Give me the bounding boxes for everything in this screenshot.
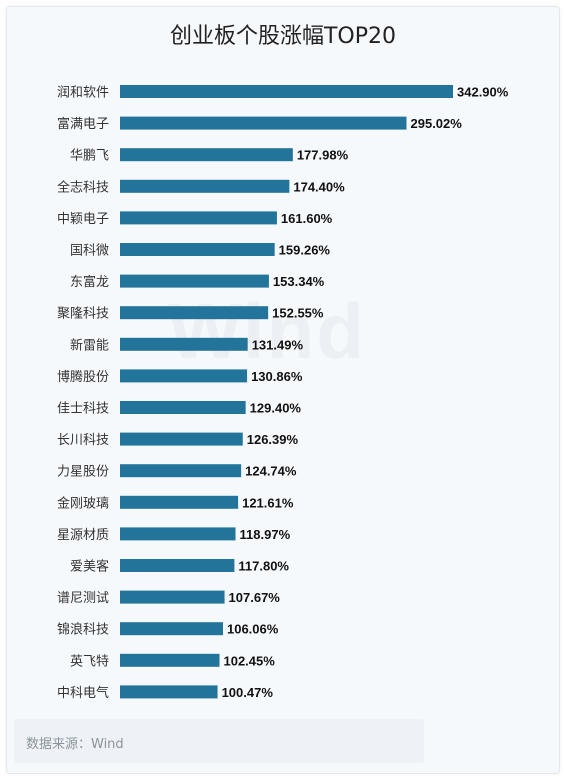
bar xyxy=(120,527,236,541)
bar xyxy=(120,590,225,604)
bar xyxy=(120,685,218,699)
source-box xyxy=(14,719,424,763)
bar xyxy=(120,369,248,383)
category-label: 博腾股份 xyxy=(57,369,109,385)
bar xyxy=(120,495,239,509)
category-label: 东富龙 xyxy=(70,274,109,290)
value-label: 106.06% xyxy=(227,622,279,637)
bar xyxy=(120,464,242,478)
value-label: 174.40% xyxy=(293,179,345,194)
bar xyxy=(120,211,277,225)
category-label: 润和软件 xyxy=(57,86,109,101)
value-label: 107.67% xyxy=(229,590,281,605)
data-source-note: 数据来源：Wind xyxy=(26,737,124,752)
bar xyxy=(120,243,275,256)
value-label: 177.98% xyxy=(297,148,349,163)
value-label: 121.61% xyxy=(242,495,294,510)
bar xyxy=(120,274,269,288)
category-label: 英飞特 xyxy=(70,654,109,669)
value-label: 102.45% xyxy=(223,653,275,668)
bar xyxy=(120,306,269,320)
category-label: 华鹏飞 xyxy=(70,149,109,164)
bar xyxy=(120,179,290,193)
category-label: 金刚玻璃 xyxy=(57,495,109,511)
bar xyxy=(120,622,223,636)
category-label: 长川科技 xyxy=(57,433,109,448)
value-label: 100.47% xyxy=(222,685,274,700)
category-label: 星源材质 xyxy=(57,528,109,543)
value-label: 161.60% xyxy=(281,211,333,226)
value-label: 118.97% xyxy=(240,527,291,542)
bar xyxy=(120,85,453,98)
value-label: 130.86% xyxy=(251,369,303,384)
category-label: 新雷能 xyxy=(70,337,109,353)
category-label: 全志科技 xyxy=(57,179,109,195)
bar xyxy=(120,432,243,446)
value-label: 131.49% xyxy=(252,337,304,352)
bar xyxy=(120,653,220,667)
bar xyxy=(120,401,246,414)
category-label: 爱美客 xyxy=(70,559,109,575)
value-label: 295.02% xyxy=(411,116,463,131)
chart-card xyxy=(6,6,560,774)
bar xyxy=(120,116,407,130)
value-label: 342.90% xyxy=(457,85,509,100)
value-label: 117.80% xyxy=(238,559,289,574)
bar xyxy=(120,337,248,351)
bar xyxy=(120,148,293,162)
value-label: 153.34% xyxy=(273,274,325,289)
value-label: 159.26% xyxy=(279,243,331,258)
chart-title: 创业板个股涨幅TOP20 xyxy=(169,24,397,49)
value-label: 129.40% xyxy=(250,401,302,416)
watermark-logo: Wind xyxy=(168,287,366,375)
category-label: 聚隆科技 xyxy=(57,307,109,322)
category-label: 中科电气 xyxy=(57,685,109,701)
category-label: 谱尼测试 xyxy=(57,591,109,606)
category-label: 中颖电子 xyxy=(57,212,109,227)
category-label: 锦浪科技 xyxy=(57,623,109,638)
value-label: 126.39% xyxy=(247,432,299,447)
category-label: 佳士科技 xyxy=(57,402,109,417)
bar xyxy=(120,559,235,572)
category-label: 富满电子 xyxy=(57,116,109,132)
category-label: 力星股份 xyxy=(57,465,109,480)
value-label: 152.55% xyxy=(272,306,324,321)
value-label: 124.74% xyxy=(245,464,297,479)
category-label: 国科微 xyxy=(70,244,109,259)
